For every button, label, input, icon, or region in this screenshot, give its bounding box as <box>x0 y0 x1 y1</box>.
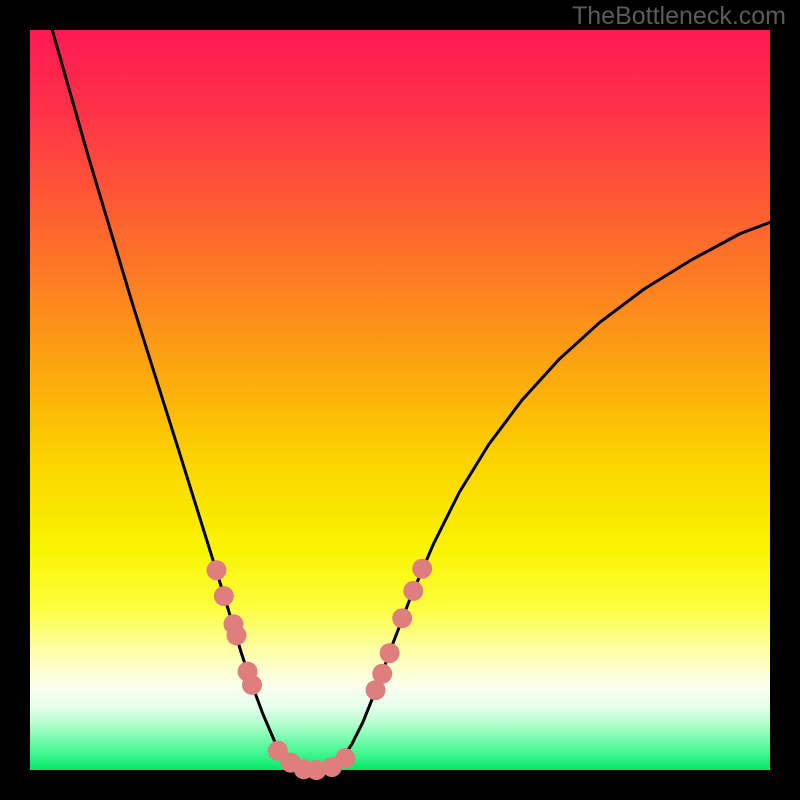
chart-frame: TheBottleneck.com <box>0 0 800 800</box>
data-marker <box>372 664 392 684</box>
data-marker <box>392 608 412 628</box>
data-marker <box>335 748 355 768</box>
bottleneck-chart <box>0 0 800 800</box>
data-marker <box>403 581 423 601</box>
data-marker <box>206 560 226 580</box>
data-marker <box>412 559 432 579</box>
data-marker <box>380 643 400 663</box>
data-marker <box>226 625 246 645</box>
plot-background <box>30 30 770 770</box>
data-marker <box>214 586 234 606</box>
data-marker <box>242 675 262 695</box>
